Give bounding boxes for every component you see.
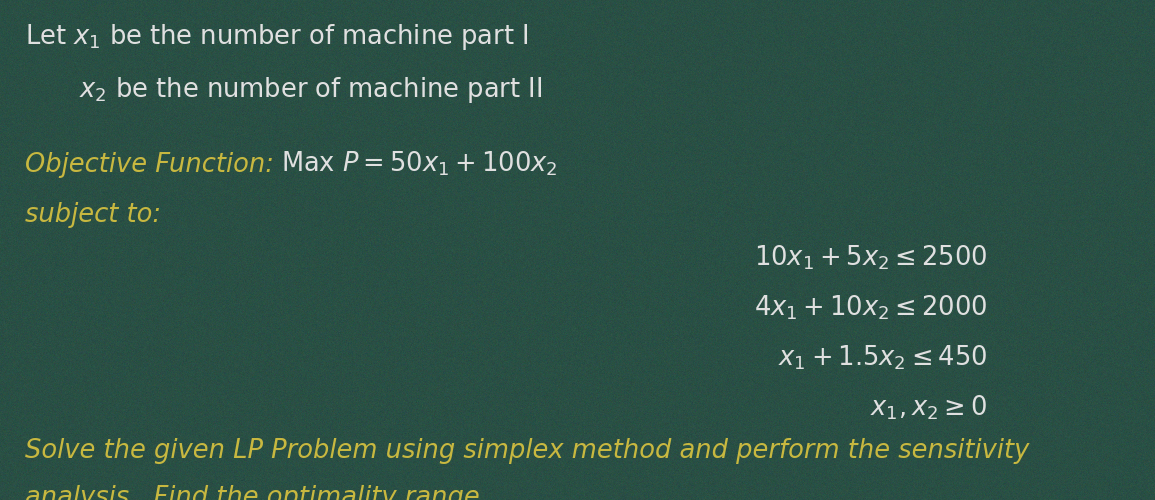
Text: Solve the given LP Problem using simplex method and perform the sensitivity: Solve the given LP Problem using simplex… [25, 438, 1030, 464]
Text: $x_1 + 1.5x_2 \leq 450$: $x_1 + 1.5x_2 \leq 450$ [778, 344, 988, 372]
Text: $x_2$ be the number of machine part II: $x_2$ be the number of machine part II [79, 75, 542, 105]
Text: Let $x_1$ be the number of machine part I: Let $x_1$ be the number of machine part … [25, 22, 529, 52]
Text: subject to:: subject to: [25, 202, 162, 228]
Text: analysis.  Find the optimality range.: analysis. Find the optimality range. [25, 485, 489, 500]
Text: $x_1, x_2 \geq 0$: $x_1, x_2 \geq 0$ [871, 394, 988, 422]
Text: Objective Function:: Objective Function: [25, 152, 274, 178]
Text: $10x_1 + 5x_2 \leq 2500$: $10x_1 + 5x_2 \leq 2500$ [754, 244, 988, 272]
Text: $4x_1 + 10x_2 \leq 2000$: $4x_1 + 10x_2 \leq 2000$ [754, 294, 988, 322]
Text: Max $P = 50x_1 + 100x_2$: Max $P = 50x_1 + 100x_2$ [281, 149, 557, 178]
